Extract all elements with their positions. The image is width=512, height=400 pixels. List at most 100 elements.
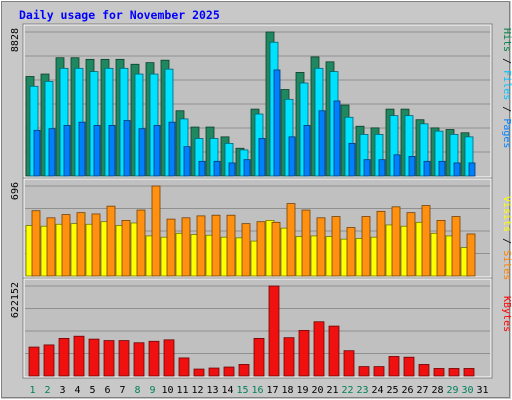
bar-pages-day-10 bbox=[168, 121, 176, 177]
bar-pages-day-30 bbox=[468, 162, 476, 177]
bar-kbytes-day-29 bbox=[448, 368, 460, 377]
x-tick-label-day-10: 10 bbox=[161, 385, 173, 396]
panel-bottom: 622152 KBytes bbox=[10, 277, 512, 379]
x-tick-label-day-15: 15 bbox=[236, 385, 248, 396]
bar-kbytes-day-11 bbox=[178, 357, 190, 377]
bar-kbytes-day-17 bbox=[268, 285, 280, 377]
x-tick-label-day-3: 3 bbox=[59, 385, 65, 396]
bar-kbytes-day-16 bbox=[253, 337, 265, 377]
bar-pages-day-16 bbox=[258, 138, 266, 177]
bar-pages-day-3 bbox=[63, 125, 71, 177]
x-tick-label-day-17: 17 bbox=[266, 385, 278, 396]
legend-item-sites: Sites bbox=[501, 250, 512, 280]
bar-kbytes-day-25 bbox=[388, 356, 400, 377]
x-tick-label-day-2: 2 bbox=[44, 385, 50, 396]
bar-sites-day-28 bbox=[436, 219, 446, 277]
bar-kbytes-day-2 bbox=[43, 344, 55, 377]
bar-kbytes-day-18 bbox=[283, 337, 295, 377]
chart-title: Daily usage for November 2025 bbox=[19, 8, 220, 22]
bar-sites-day-20 bbox=[316, 217, 326, 277]
legend-separator: / bbox=[501, 232, 512, 250]
bar-kbytes-day-19 bbox=[298, 330, 310, 377]
panel-top: 8828 Hits / Files / Pages bbox=[10, 23, 512, 179]
bar-kbytes-day-8 bbox=[133, 342, 145, 377]
bar-sites-day-16 bbox=[256, 221, 266, 277]
bar-pages-day-27 bbox=[423, 160, 431, 177]
bar-sites-day-2 bbox=[46, 217, 56, 277]
x-tick-label-day-11: 11 bbox=[176, 385, 188, 396]
panel-middle: 696 Visits / Sites bbox=[10, 177, 512, 280]
x-tick-label-day-21: 21 bbox=[326, 385, 338, 396]
x-tick-label-day-29: 29 bbox=[446, 385, 458, 396]
bar-kbytes-day-7 bbox=[118, 340, 130, 377]
x-axis-labels: 1 2 3 4 5 6 7 8 9 10 11 12 13 14 15 16 17 18 19 20 21 22 23 24 2… bbox=[29, 385, 488, 396]
bar-sites-day-29 bbox=[451, 216, 461, 277]
y-max-label: 8828 bbox=[10, 28, 21, 52]
x-tick-label-day-7: 7 bbox=[119, 385, 125, 396]
x-tick-label-day-22: 22 bbox=[341, 385, 353, 396]
bar-sites-day-1 bbox=[31, 210, 41, 277]
legend-separator: / bbox=[501, 100, 512, 118]
bar-sites-day-24 bbox=[376, 210, 386, 277]
bar-sites-day-9 bbox=[151, 185, 161, 277]
x-tick-label-day-6: 6 bbox=[104, 385, 110, 396]
x-tick-label-day-26: 26 bbox=[401, 385, 413, 396]
bar-sites-day-23 bbox=[361, 216, 371, 277]
bar-pages-day-24 bbox=[378, 159, 386, 177]
bar-pages-day-17 bbox=[273, 69, 281, 177]
bar-kbytes-day-12 bbox=[193, 368, 205, 377]
bar-kbytes-day-26 bbox=[403, 356, 415, 377]
bar-pages-day-20 bbox=[318, 110, 326, 177]
bar-sites-day-10 bbox=[166, 218, 176, 277]
bar-kbytes-day-27 bbox=[418, 364, 430, 377]
bar-pages-day-4 bbox=[78, 121, 86, 177]
bar-kbytes-day-1 bbox=[28, 346, 40, 377]
bar-pages-day-15 bbox=[243, 159, 251, 177]
bar-kbytes-day-23 bbox=[358, 366, 370, 377]
bar-kbytes-day-14 bbox=[223, 366, 235, 377]
x-tick-label-day-28: 28 bbox=[431, 385, 443, 396]
panels-layer: 8828 Hits / Files / Pages 696 Visits / Site… bbox=[10, 23, 512, 379]
bar-sites-day-22 bbox=[346, 227, 356, 277]
bar-kbytes-day-5 bbox=[88, 338, 100, 377]
x-tick-label-day-13: 13 bbox=[206, 385, 218, 396]
bar-sites-day-25 bbox=[391, 206, 401, 277]
legend-top: Hits / Files / Pages bbox=[501, 28, 512, 148]
x-tick-label-day-1: 1 bbox=[29, 385, 35, 396]
bar-kbytes-day-3 bbox=[58, 337, 70, 377]
bar-sites-day-5 bbox=[91, 213, 101, 277]
x-tick-label-day-25: 25 bbox=[386, 385, 398, 396]
bar-pages-day-22 bbox=[348, 142, 356, 177]
x-tick-label-day-23: 23 bbox=[356, 385, 368, 396]
bar-pages-day-28 bbox=[438, 160, 446, 177]
bar-pages-day-21 bbox=[333, 100, 341, 177]
bar-sites-day-26 bbox=[406, 212, 416, 277]
bar-sites-day-13 bbox=[211, 214, 221, 277]
bar-kbytes-day-9 bbox=[148, 340, 160, 377]
bar-sites-day-4 bbox=[76, 212, 86, 277]
bar-pages-day-18 bbox=[288, 136, 296, 177]
bar-pages-day-12 bbox=[198, 160, 206, 177]
bar-pages-day-23 bbox=[363, 159, 371, 177]
legend-item-files: Files bbox=[501, 70, 512, 100]
legend-separator: / bbox=[501, 52, 512, 70]
x-tick-label-day-9: 9 bbox=[149, 385, 155, 396]
x-tick-label-day-31: 31 bbox=[476, 385, 488, 396]
x-tick-label-day-8: 8 bbox=[134, 385, 140, 396]
bar-pages-day-25 bbox=[393, 154, 401, 177]
bar-sites-day-17 bbox=[271, 221, 281, 277]
bar-pages-day-19 bbox=[303, 125, 311, 177]
bar-sites-day-27 bbox=[421, 205, 431, 277]
bar-pages-day-6 bbox=[108, 125, 116, 177]
bar-sites-day-12 bbox=[196, 215, 206, 277]
bar-sites-day-18 bbox=[286, 203, 296, 277]
bar-sites-day-19 bbox=[301, 209, 311, 277]
bar-pages-day-11 bbox=[183, 146, 191, 177]
bar-kbytes-day-13 bbox=[208, 367, 220, 377]
legend-item-kbytes: KBytes bbox=[501, 296, 512, 332]
bar-sites-day-3 bbox=[61, 214, 71, 277]
bar-kbytes-day-30 bbox=[463, 368, 475, 377]
y-max-label: 696 bbox=[10, 182, 21, 200]
